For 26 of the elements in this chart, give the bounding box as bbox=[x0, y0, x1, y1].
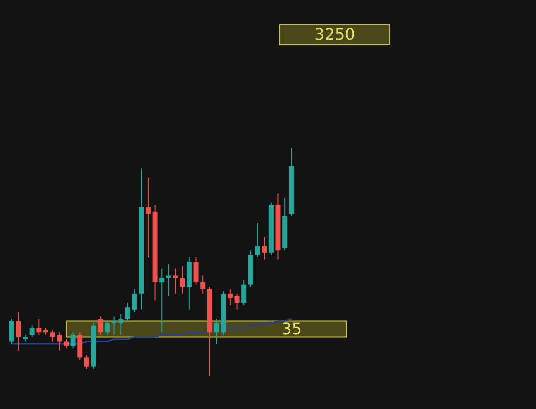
candlestick bbox=[200, 275, 206, 294]
candlestick bbox=[166, 264, 172, 297]
candlestick bbox=[160, 268, 165, 334]
candlestick bbox=[70, 332, 76, 350]
candlestick bbox=[146, 177, 151, 258]
candlestick bbox=[64, 339, 69, 350]
candlestick bbox=[9, 318, 14, 345]
candlestick bbox=[173, 268, 178, 294]
candlestick bbox=[104, 320, 110, 336]
candlestick bbox=[78, 332, 83, 361]
candlestick bbox=[36, 318, 42, 336]
candlestick bbox=[125, 302, 130, 322]
candlestick bbox=[194, 256, 199, 286]
candlestick bbox=[262, 236, 268, 260]
candlestick bbox=[16, 312, 22, 352]
candlestick bbox=[84, 354, 90, 370]
candlestick bbox=[180, 266, 186, 294]
text: 3250 bbox=[314, 25, 356, 44]
candlestick bbox=[228, 288, 233, 306]
candlestick bbox=[255, 222, 260, 258]
candlestick bbox=[98, 316, 104, 336]
band-label: 35 bbox=[282, 319, 302, 338]
candlestick bbox=[234, 293, 240, 310]
candlestick bbox=[242, 280, 247, 306]
candlestick bbox=[132, 288, 138, 313]
candlestick bbox=[30, 325, 35, 338]
